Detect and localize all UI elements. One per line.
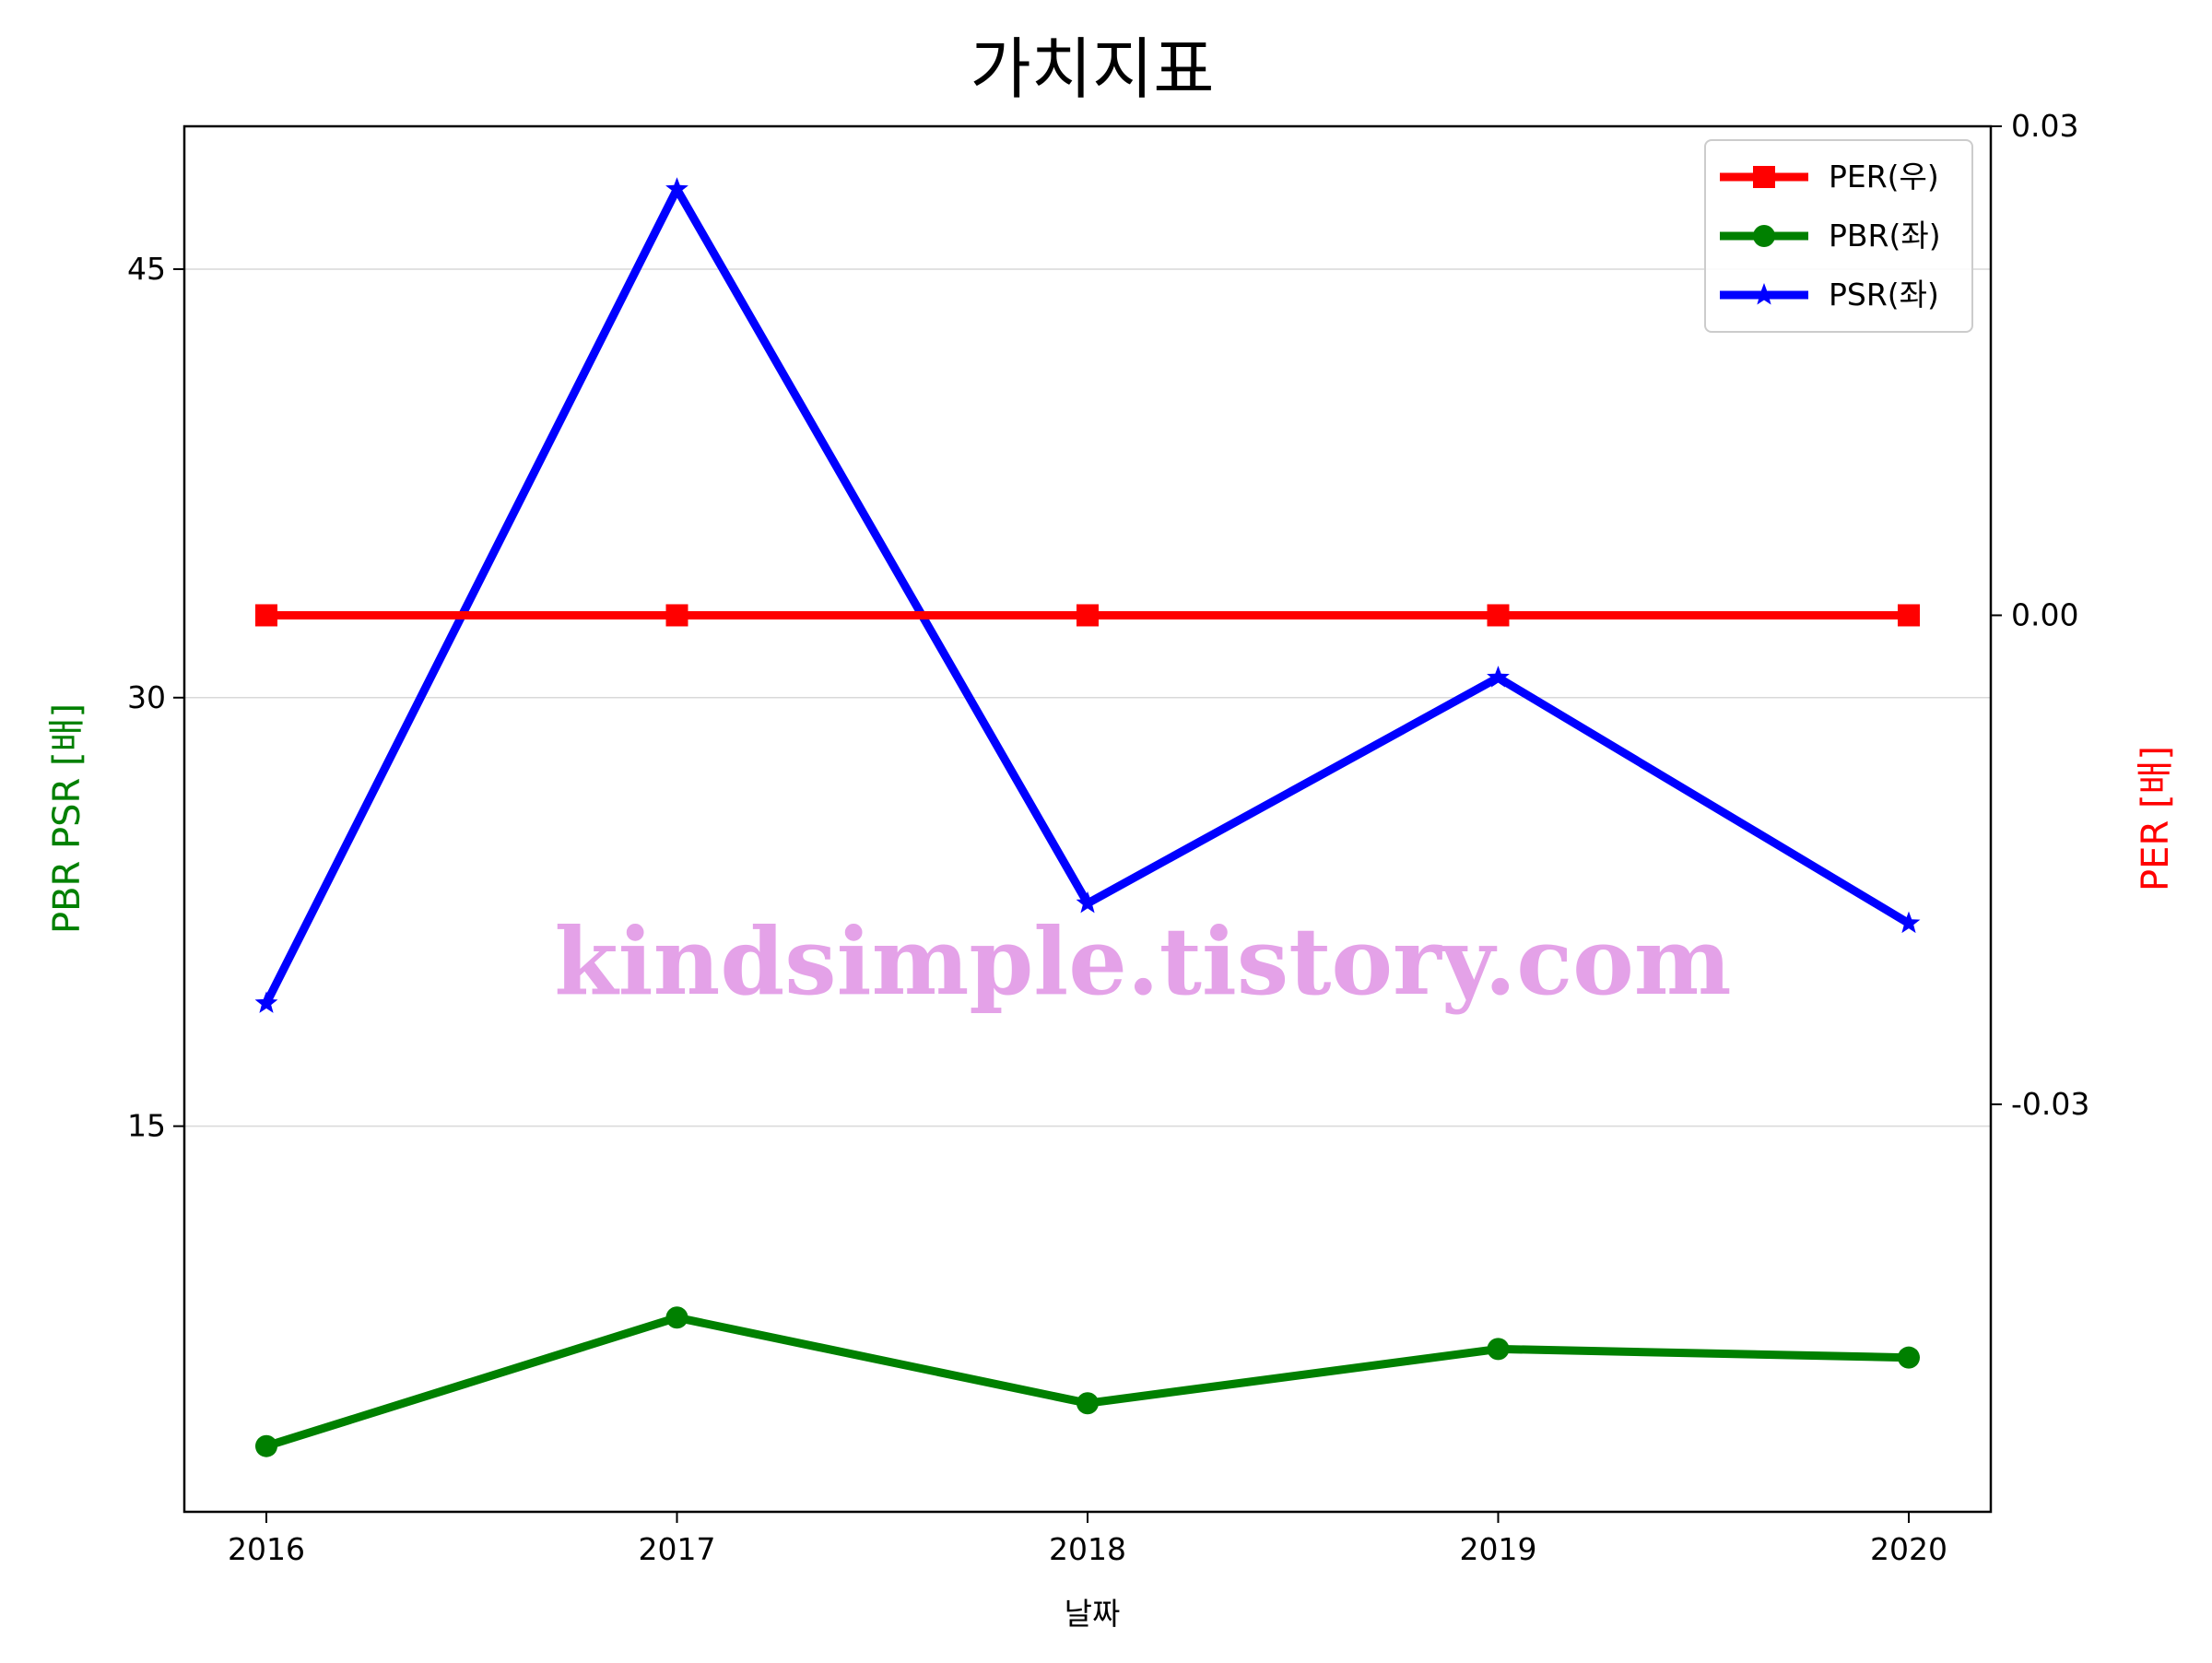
legend-marker-pbr xyxy=(1753,225,1775,247)
data-point-psr xyxy=(1076,890,1100,914)
data-point-pbr xyxy=(1487,1338,1510,1361)
x-tick-label: 2020 xyxy=(1870,1531,1947,1567)
legend: PER(우) PBR(좌) PSR(좌) xyxy=(1704,139,1973,333)
legend-marker-per xyxy=(1753,166,1775,188)
grid-lines xyxy=(184,268,1991,1127)
data-point-psr xyxy=(1487,666,1510,688)
data-point-per xyxy=(1487,604,1510,627)
data-point-pbr xyxy=(1077,1392,1099,1415)
left-y-tick-label: 45 xyxy=(127,251,166,287)
legend-label-pbr: PBR(좌) xyxy=(1829,218,1941,254)
data-point-pbr xyxy=(255,1434,277,1457)
x-tick-label: 2017 xyxy=(639,1531,716,1567)
left-y-axis-title: PBR PSR [배] xyxy=(46,703,88,934)
right-y-axis-title: PER [배] xyxy=(2135,746,2177,891)
chart-title: 가치지표 xyxy=(971,30,1215,108)
data-point-per xyxy=(255,604,277,627)
x-tick-label: 2019 xyxy=(1460,1531,1537,1567)
left-y-tick-label: 30 xyxy=(127,679,166,715)
right-y-tick-label: 0.03 xyxy=(2011,108,2078,144)
plot-series xyxy=(254,177,1921,1457)
data-point-psr xyxy=(1897,911,1921,934)
legend-label-per: PER(우) xyxy=(1829,159,1939,195)
data-point-pbr xyxy=(1898,1346,1920,1369)
x-axis-title: 날짜 xyxy=(1065,1596,1121,1632)
watermark-text: kindsimple.tistory.com xyxy=(554,907,1731,1016)
data-point-per xyxy=(665,604,688,627)
data-point-per xyxy=(1077,604,1099,627)
right-y-tick-label: 0.00 xyxy=(2011,596,2078,632)
x-tick-label: 2016 xyxy=(228,1531,305,1567)
data-point-psr xyxy=(665,177,688,199)
legend-label-psr: PSR(좌) xyxy=(1829,277,1939,313)
axes: 15 30 45 -0.03 0.00 0.03 2016 2017 2018 2019 2020 xyxy=(127,108,2089,1567)
data-point-psr xyxy=(254,991,278,1013)
data-point-pbr xyxy=(665,1306,688,1329)
legend-marker-psr xyxy=(1752,283,1776,305)
right-y-tick-label: -0.03 xyxy=(2011,1086,2089,1122)
x-tick-label: 2018 xyxy=(1049,1531,1126,1567)
left-y-tick-label: 15 xyxy=(127,1108,166,1144)
data-point-per xyxy=(1898,604,1920,627)
